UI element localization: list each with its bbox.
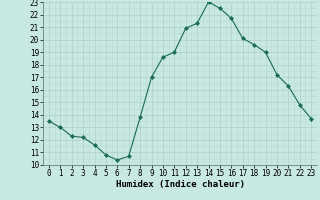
X-axis label: Humidex (Indice chaleur): Humidex (Indice chaleur) [116,180,244,189]
